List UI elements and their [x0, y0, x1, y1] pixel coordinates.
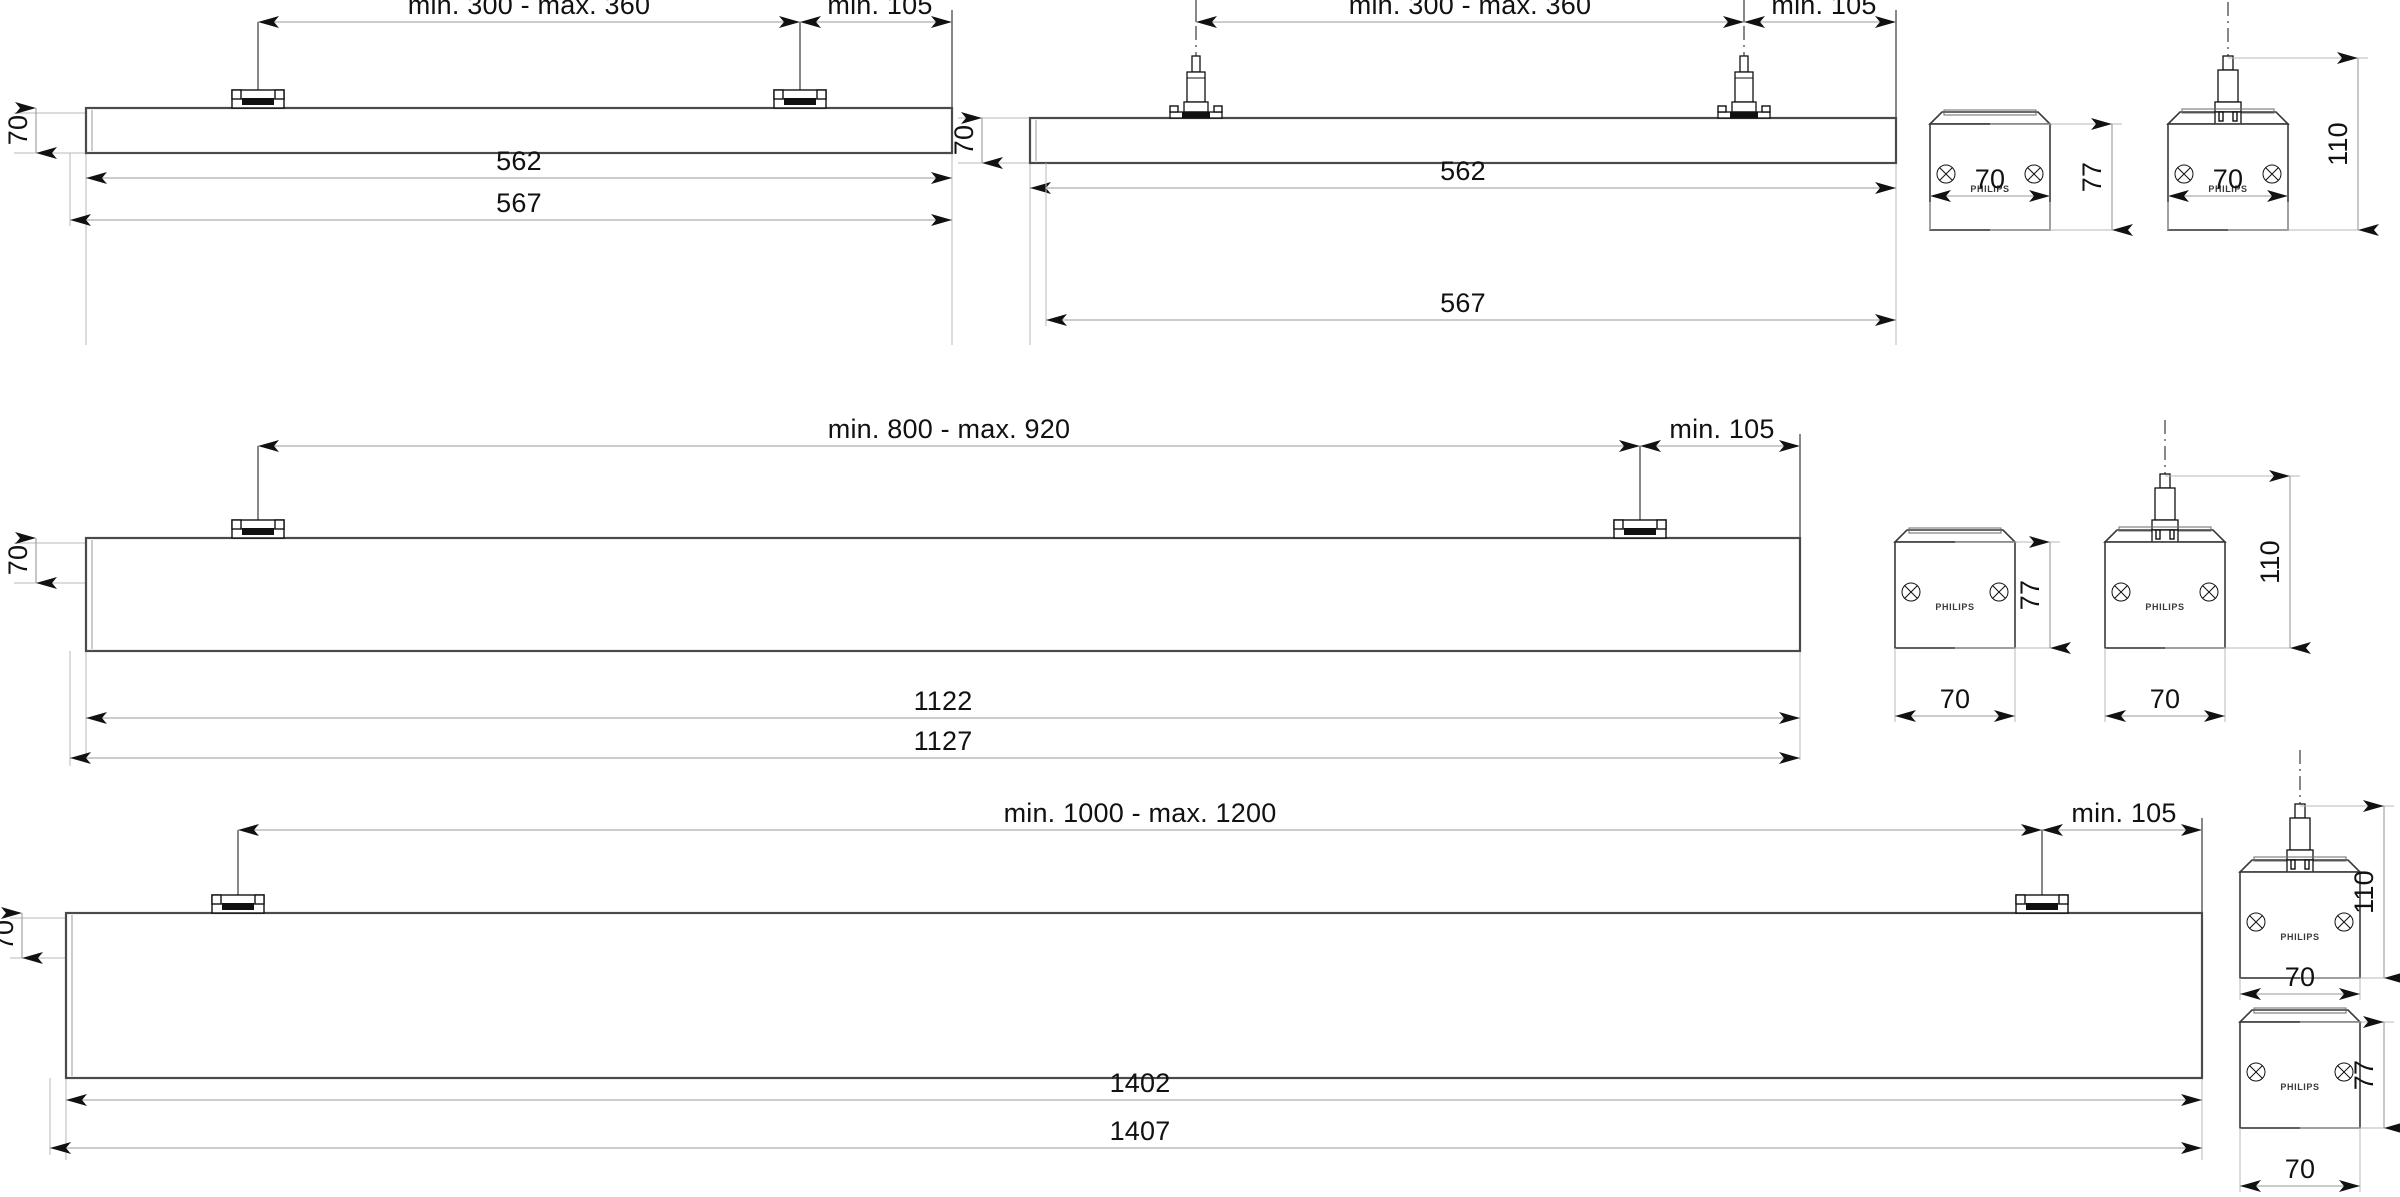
end-1122-surface: PHILIPS 77 70 — [1894, 527, 2071, 722]
dim-label-endview-height: 77 — [2077, 162, 2107, 192]
dim-label-endview-width: 70 — [2150, 684, 2180, 714]
mounting-bracket — [2015, 894, 2069, 914]
dim-label-end-offset: min. 105 — [2071, 798, 2176, 828]
dim-label-inner-length: 1402 — [1110, 1068, 1171, 1098]
dim-label-endview-height: 77 — [2349, 1060, 2379, 1090]
dim-label-endview-width: 70 — [1975, 164, 2005, 194]
dim-label-endview-height: 110 — [2323, 122, 2353, 166]
mounting-bracket — [231, 519, 285, 539]
luminaire-body — [1028, 116, 1898, 165]
dim-label-endview-width: 70 — [2285, 962, 2315, 992]
end-1402-suspended: PHILIPS 110 70 — [2239, 749, 2400, 1000]
end-562-surface: PHILIPS 77 70 — [1929, 109, 2133, 236]
dim-label-mount-spacing: min. 1000 - max. 1200 — [1004, 798, 1277, 828]
dim-label-endview-width: 70 — [1940, 684, 1970, 714]
dim-label-endview-height: 110 — [2255, 540, 2285, 584]
dim-label-endview-height: 77 — [2015, 580, 2045, 610]
dim-label-mount-spacing: min. 300 - max. 360 — [408, 0, 650, 20]
dim-label-endview-height: 110 — [2349, 870, 2379, 914]
dim-label-mount-spacing: min. 300 - max. 360 — [1349, 0, 1591, 20]
dim-label-end-offset: min. 105 — [1669, 414, 1774, 444]
dim-label-inner-length: 562 — [1440, 156, 1486, 186]
philips-brand-label: PHILIPS — [2280, 932, 2319, 942]
view-562-surface: min. 300 - max. 360 min. 105 70 562 567 — [3, 0, 954, 345]
dim-label-outer-length: 1127 — [914, 726, 973, 756]
view-1402-surface: min. 1000 - max. 1200 min. 105 70 1402 1… — [0, 798, 2204, 1160]
philips-brand-label: PHILIPS — [2208, 184, 2247, 194]
philips-brand-label: PHILIPS — [2145, 602, 2184, 612]
dim-label-height: 70 — [949, 125, 979, 155]
dim-label-inner-length: 1122 — [914, 686, 973, 716]
mounting-bracket — [1613, 519, 1667, 539]
philips-brand-label: PHILIPS — [1970, 184, 2009, 194]
mounting-bracket — [773, 89, 827, 109]
dim-label-outer-length: 567 — [496, 188, 542, 218]
end-562-suspended: PHILIPS 110 70 — [2167, 1, 2379, 236]
philips-brand-label: PHILIPS — [2280, 1082, 2319, 1092]
mounting-bracket — [231, 89, 285, 109]
dim-label-outer-length: 1407 — [1110, 1116, 1171, 1146]
dim-label-end-offset: min. 105 — [827, 0, 932, 20]
view-562-suspended: min. 300 - max. 360 min. 105 70 562 567 — [949, 0, 1898, 345]
mounting-bracket — [211, 894, 265, 914]
luminaire-body — [84, 536, 1802, 653]
view-1122-surface: min. 800 - max. 920 min. 105 70 1122 112… — [3, 414, 1802, 766]
dim-label-height: 70 — [0, 920, 19, 950]
dim-label-inner-length: 562 — [496, 146, 542, 176]
end-1122-suspended: PHILIPS 110 70 — [2104, 419, 2311, 722]
dim-label-mount-spacing: min. 800 - max. 920 — [828, 414, 1070, 444]
dim-label-end-offset: min. 105 — [1771, 0, 1876, 20]
dim-label-outer-length: 567 — [1440, 288, 1486, 318]
luminaire-body — [84, 106, 954, 155]
end-1402-surface: PHILIPS 77 70 — [2239, 1007, 2400, 1192]
dim-label-height: 70 — [3, 115, 33, 145]
dim-label-height: 70 — [3, 545, 33, 575]
luminaire-body — [64, 911, 2204, 1080]
dim-label-endview-width: 70 — [2285, 1154, 2315, 1184]
philips-brand-label: PHILIPS — [1935, 602, 1974, 612]
dim-label-endview-width: 70 — [2213, 164, 2243, 194]
